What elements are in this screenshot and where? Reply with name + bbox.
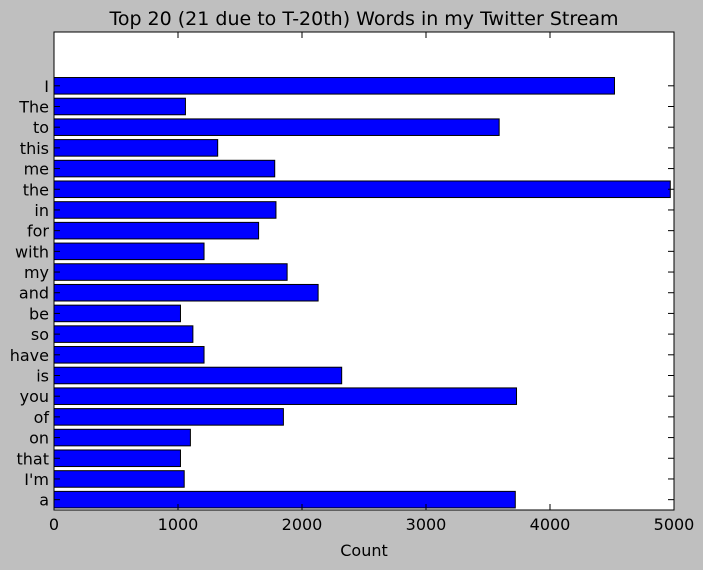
- bar-18: [53, 449, 181, 468]
- y-tick-label: to: [33, 118, 49, 137]
- y-tick-label: of: [34, 408, 50, 427]
- bar-5: [53, 180, 671, 199]
- y-tick-label: and: [19, 284, 49, 303]
- bar-10: [53, 283, 319, 302]
- y-tick-label: in: [34, 201, 49, 220]
- y-tick-label: is: [36, 366, 49, 385]
- y-tick-label: with: [15, 242, 49, 261]
- y-tick-label: the: [23, 180, 49, 199]
- bar-9: [53, 263, 288, 281]
- bar-11: [53, 304, 181, 323]
- x-tick-label: 0: [49, 515, 59, 534]
- y-tick-label: my: [24, 263, 49, 282]
- y-tick-label: a: [39, 491, 49, 510]
- bar-4: [53, 159, 276, 178]
- bar-1: [53, 97, 186, 116]
- bar-16: [53, 408, 284, 426]
- y-tick-label: be: [29, 304, 49, 323]
- x-axis-label: Count: [340, 541, 388, 560]
- x-tick-label: 4000: [530, 515, 571, 534]
- x-tick-label: 5000: [654, 515, 695, 534]
- y-tick-label: me: [24, 160, 49, 179]
- y-tick-label: I: [44, 77, 49, 96]
- axis-ticks: [53, 32, 675, 510]
- bar-13: [53, 346, 205, 364]
- y-tick-label: you: [20, 387, 49, 406]
- bar-12: [53, 325, 194, 343]
- y-tick-label: have: [10, 346, 49, 365]
- bar-17: [53, 428, 191, 447]
- bar-3: [53, 139, 219, 157]
- y-tick-label: so: [31, 325, 49, 344]
- bar-15: [53, 387, 518, 405]
- y-tick-label: that: [17, 449, 50, 468]
- bar-20: [53, 490, 516, 509]
- x-tick-label: 1000: [158, 515, 199, 534]
- bar-6: [53, 201, 277, 219]
- bar-7: [53, 221, 260, 240]
- y-tick-label: The: [18, 97, 49, 116]
- x-tick-label: 2000: [282, 515, 323, 534]
- y-tick-label: for: [27, 222, 49, 241]
- x-tick-labels: 0 1000 2000 3000 4000 5000: [49, 515, 694, 534]
- plot-frame: [53, 31, 675, 511]
- bar-19: [53, 470, 185, 488]
- bar-0: [53, 77, 615, 95]
- y-tick-label: on: [29, 429, 49, 448]
- y-tick-label: this: [20, 139, 49, 158]
- bar-8: [53, 242, 205, 261]
- chart-title: Top 20 (21 due to T-20th) Words in my Tw…: [108, 8, 618, 30]
- y-tick-label: I'm: [24, 470, 49, 489]
- bar-2: [53, 118, 500, 136]
- bar-14: [53, 366, 343, 385]
- x-tick-label: 3000: [406, 515, 447, 534]
